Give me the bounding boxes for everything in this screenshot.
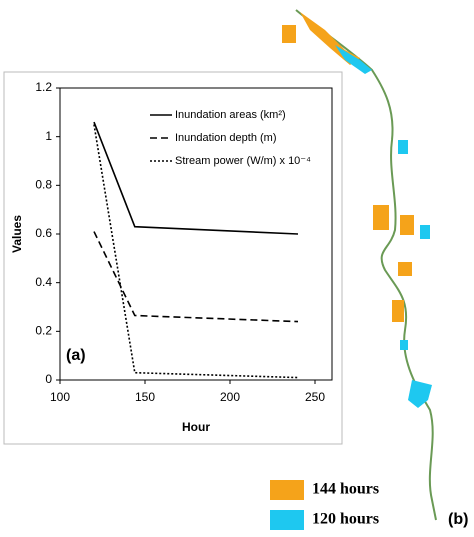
- y-tick-label: 0: [45, 372, 52, 386]
- y-tick-label: 0.6: [35, 226, 52, 240]
- y-tick-label: 0.2: [35, 324, 52, 338]
- map-legend-label: 144 hours: [312, 481, 379, 498]
- map-area: [400, 215, 414, 235]
- x-tick-label: 150: [135, 390, 155, 404]
- map-area: [373, 205, 389, 230]
- map-legend-label: 120 hours: [312, 511, 379, 528]
- map-area: [400, 340, 408, 350]
- y-tick-label: 0.4: [35, 275, 52, 289]
- y-tick-label: 1.2: [35, 80, 52, 94]
- map-area: [392, 300, 404, 322]
- map-area: [282, 25, 296, 43]
- map-area: [398, 262, 412, 276]
- y-tick-label: 0.8: [35, 178, 52, 192]
- map-area: [420, 225, 430, 239]
- map: [282, 9, 437, 521]
- y-axis-label: Values: [10, 215, 24, 253]
- map-label: (b): [448, 511, 468, 528]
- line-series: [93, 121, 299, 235]
- map-area: [398, 140, 408, 154]
- map-legend-swatch: [270, 480, 304, 500]
- x-tick-label: 250: [305, 390, 325, 404]
- line-series: [93, 124, 299, 379]
- panel-label: (a): [66, 347, 86, 364]
- x-tick-label: 200: [220, 390, 240, 404]
- x-axis-label: Hour: [182, 420, 210, 434]
- map-area: [335, 45, 372, 74]
- line-series: [93, 231, 299, 323]
- legend-label: Inundation depth (m): [175, 132, 277, 144]
- legend-label: Stream power (W/m) x 10⁻⁴: [175, 155, 311, 167]
- map-legend-swatch: [270, 510, 304, 530]
- x-tick-label: 100: [50, 390, 70, 404]
- river: [295, 9, 437, 521]
- chart-frame: [3, 71, 343, 445]
- y-tick-label: 1: [45, 129, 52, 143]
- map-area: [408, 380, 432, 408]
- legend-label: Inundation areas (km²): [175, 109, 286, 121]
